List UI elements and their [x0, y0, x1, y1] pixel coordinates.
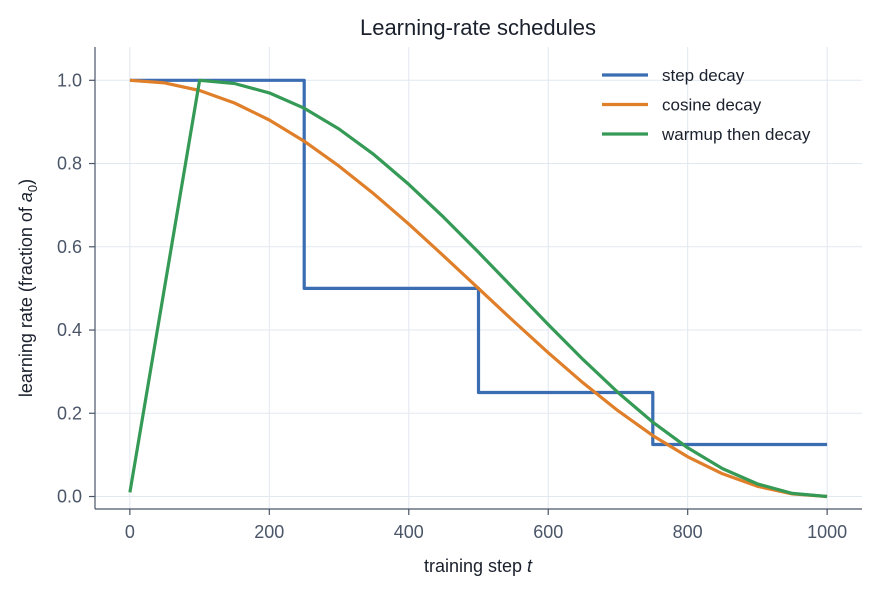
- y-tick-label: 1.0: [57, 70, 82, 90]
- grid-layer: [95, 47, 862, 509]
- y-tick-label: 0.0: [57, 487, 82, 507]
- x-tick-label: 200: [254, 522, 284, 542]
- y-tick-label: 0.4: [57, 320, 82, 340]
- legend-label-step-decay: step decay: [662, 66, 745, 85]
- y-axis-label-text: learning rate (fraction of: [16, 202, 36, 397]
- series-layer: [128, 78, 828, 499]
- y-tick-label: 0.2: [57, 403, 82, 423]
- legend-label-warmup-then-decay: warmup then decay: [661, 125, 811, 144]
- y-axis-label-end: ): [16, 179, 36, 185]
- axis-ticks: 0 200 400 600 800 1000 0.0 0.2 0.4 0.6 0.8 1.0: [57, 70, 847, 542]
- x-axis-label-var: t: [527, 556, 533, 576]
- x-tick-label: 1000: [807, 522, 847, 542]
- y-tick-label: 0.8: [57, 154, 82, 174]
- legend-label-cosine-decay: cosine decay: [662, 96, 762, 115]
- axes-spines: [94, 47, 862, 510]
- x-tick-label: 600: [533, 522, 563, 542]
- series-line-cosine-decay: [129, 78, 828, 499]
- x-axis-label-text: training step: [424, 556, 522, 576]
- x-tick-label: 400: [394, 522, 424, 542]
- y-axis-label-sub: 0: [25, 185, 40, 192]
- series-line-warmup-then-decay: [128, 78, 828, 499]
- chart-title: Learning-rate schedules: [360, 15, 596, 40]
- legend: step decay cosine decay warmup then decay: [602, 66, 811, 144]
- y-axis-label: learning rate (fraction of a0): [16, 179, 40, 397]
- y-axis-label-var: a: [16, 192, 36, 202]
- x-tick-label: 0: [125, 522, 135, 542]
- y-tick-label: 0.6: [57, 237, 82, 257]
- x-tick-label: 800: [673, 522, 703, 542]
- x-axis-label: training step t: [424, 556, 533, 576]
